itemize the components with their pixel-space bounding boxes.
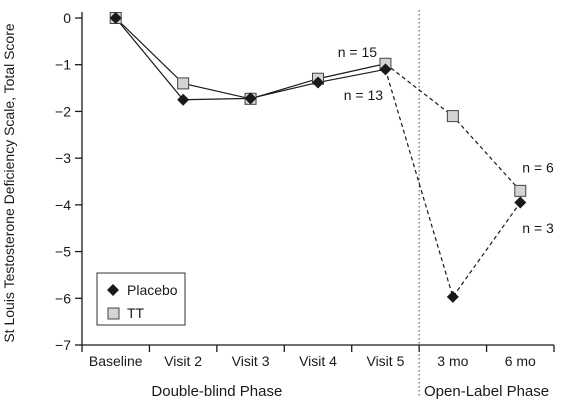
point-placebo-visit-2 — [177, 93, 190, 106]
annotation-n: n = 15 — [338, 44, 378, 60]
phase-label: Double-blind Phase — [151, 383, 282, 400]
x-tick-label: Visit 5 — [366, 353, 404, 369]
legend-tt-marker — [107, 307, 120, 320]
y-tick-label: −6 — [55, 290, 71, 306]
y-tick-label: −4 — [55, 197, 71, 213]
x-tick-label: 3 mo — [437, 353, 468, 369]
y-tick-label: −1 — [55, 57, 71, 73]
point-tt-6-mo — [514, 184, 527, 197]
point-placebo-visit-4 — [312, 76, 324, 89]
phase-label: Open-Label Phase — [424, 383, 549, 400]
annotation-n: n = 3 — [522, 220, 554, 236]
point-tt-visit-2 — [177, 77, 190, 90]
annotation-n: n = 13 — [344, 87, 384, 103]
x-tick-label: Baseline — [89, 353, 143, 369]
series-line-tt-open-label — [385, 63, 521, 192]
y-tick-label: −2 — [55, 103, 71, 119]
x-tick-label: 6 mo — [505, 353, 536, 369]
chart-series-lines — [115, 17, 521, 299]
legend-placebo-marker — [107, 284, 119, 296]
point-placebo-3-mo — [446, 290, 459, 303]
y-tick-label: −5 — [55, 244, 71, 260]
y-axis-label: St Louis Testosterone Deficiency Scale, … — [1, 23, 17, 343]
x-tick-label: Visit 3 — [232, 353, 270, 369]
legend: Placebo TT — [96, 272, 186, 326]
y-tick-label: −7 — [55, 337, 71, 353]
y-tick-label: −3 — [55, 150, 71, 166]
legend-placebo-label: Placebo — [127, 282, 178, 298]
chart-ticks: 0 −1 −2 −3 −4 −5 −6 −7 Baseline Visit 2 Visit 3 Vis… — [55, 10, 555, 369]
x-tick-label: Visit 4 — [299, 353, 337, 369]
phase-labels: Double-blind Phase Open-Label Phase — [151, 383, 549, 400]
chart-annotations: n = 15 n = 13 n = 6 n = 3 — [338, 44, 554, 236]
legend-tt-label: TT — [127, 305, 145, 321]
y-tick-label: 0 — [63, 10, 71, 26]
chart-axes — [81, 10, 554, 398]
x-tick-label: Visit 2 — [164, 353, 202, 369]
point-placebo-visit-3 — [244, 92, 257, 105]
series-line-placebo-open-label — [384, 69, 521, 299]
point-placebo-visit-5 — [379, 63, 392, 76]
point-placebo-baseline — [109, 12, 122, 24]
chart-markers — [109, 12, 527, 303]
point-tt-3-mo — [446, 110, 459, 123]
point-placebo-6-mo — [514, 196, 527, 209]
annotation-n: n = 6 — [522, 159, 554, 175]
